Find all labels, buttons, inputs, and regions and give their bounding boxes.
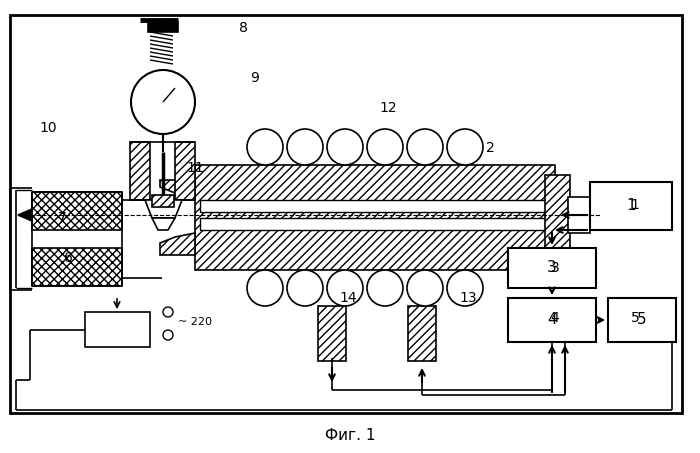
Circle shape: [367, 270, 403, 306]
Text: 13: 13: [459, 291, 477, 305]
Text: 2: 2: [486, 141, 494, 155]
Text: 7: 7: [57, 211, 66, 225]
Circle shape: [327, 270, 363, 306]
Circle shape: [367, 129, 403, 165]
Polygon shape: [145, 200, 182, 218]
Text: Фиг. 1: Фиг. 1: [325, 428, 375, 443]
Bar: [318, 306, 346, 361]
Text: 3: 3: [547, 260, 557, 275]
Bar: [148, 22, 178, 32]
Text: 3: 3: [551, 261, 559, 275]
Circle shape: [163, 330, 173, 340]
Circle shape: [327, 129, 363, 165]
Text: 1: 1: [626, 198, 636, 213]
Bar: [508, 298, 596, 342]
Bar: [508, 248, 596, 288]
Bar: [590, 182, 672, 230]
Bar: [200, 200, 550, 212]
Text: 14: 14: [340, 291, 357, 305]
Text: 10: 10: [39, 121, 57, 135]
Circle shape: [287, 129, 323, 165]
Polygon shape: [18, 209, 32, 221]
Text: 1: 1: [631, 198, 639, 212]
Text: 6: 6: [64, 251, 72, 265]
Text: 12: 12: [379, 101, 397, 115]
Circle shape: [407, 129, 443, 165]
Circle shape: [131, 70, 195, 134]
Circle shape: [163, 307, 173, 317]
Text: 4: 4: [547, 313, 556, 328]
Bar: [200, 218, 550, 230]
Bar: [32, 192, 122, 230]
Text: 5: 5: [637, 313, 647, 328]
Bar: [545, 175, 570, 260]
Text: 8: 8: [239, 21, 247, 35]
Text: 11: 11: [186, 161, 204, 175]
Circle shape: [247, 129, 283, 165]
Text: 4: 4: [551, 311, 559, 325]
Text: ~ 220: ~ 220: [178, 317, 212, 327]
Circle shape: [247, 270, 283, 306]
Bar: [152, 195, 174, 207]
Bar: [32, 248, 122, 286]
Bar: [568, 197, 590, 233]
Circle shape: [287, 270, 323, 306]
Polygon shape: [160, 180, 195, 197]
Bar: [85, 312, 150, 347]
Bar: [175, 142, 195, 200]
Polygon shape: [152, 218, 175, 230]
Circle shape: [447, 129, 483, 165]
Bar: [10, 15, 682, 413]
Polygon shape: [160, 233, 195, 255]
Bar: [408, 306, 436, 361]
Bar: [130, 142, 150, 200]
Bar: [608, 298, 676, 342]
Bar: [195, 165, 555, 270]
Text: 9: 9: [251, 71, 260, 85]
Circle shape: [407, 270, 443, 306]
Circle shape: [447, 270, 483, 306]
Text: 5: 5: [631, 311, 639, 325]
